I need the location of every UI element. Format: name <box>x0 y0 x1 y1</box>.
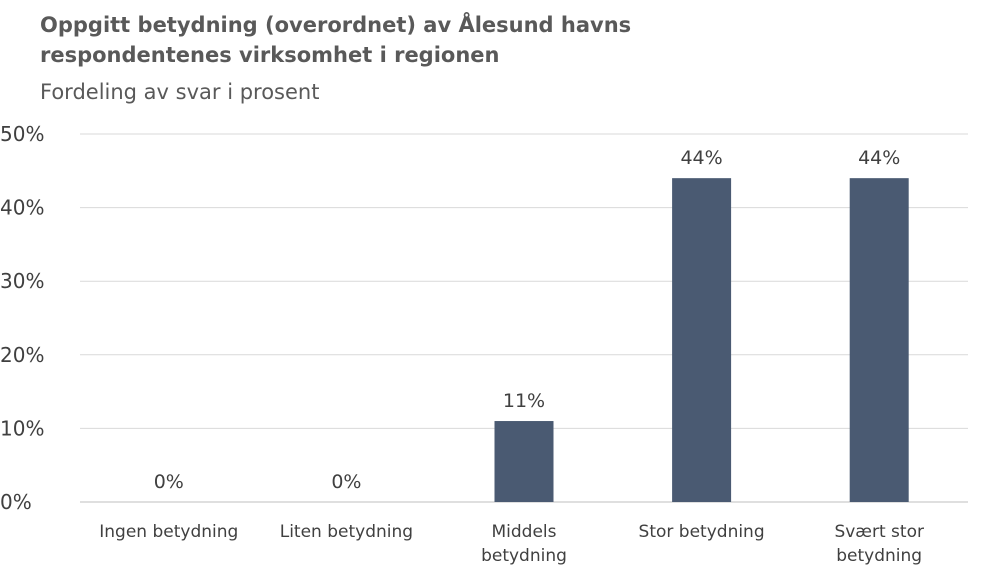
bars <box>494 178 909 502</box>
bar <box>672 178 732 502</box>
y-tick-label: 30% <box>0 269 44 293</box>
bar <box>849 178 909 502</box>
data-label: 11% <box>503 390 545 412</box>
x-tick-label: Middels <box>491 522 556 542</box>
x-tick-label: Stor betydning <box>639 522 765 542</box>
data-label: 44% <box>680 147 722 169</box>
data-label: 0% <box>331 471 361 493</box>
x-tick-label: betydning <box>836 546 922 566</box>
bar <box>494 421 554 502</box>
chart-subtitle: Fordeling av svar i prosent <box>40 80 320 104</box>
chart-title-line-1: Oppgitt betydning (overordnet) av Ålesun… <box>40 13 632 37</box>
data-labels: 0% 0% 11% 44% 44% <box>154 147 901 493</box>
y-axis: 0% 10% 20% 30% 40% 50% <box>0 122 44 514</box>
x-tick-label: betydning <box>481 546 567 566</box>
x-tick-label: Liten betydning <box>280 522 413 542</box>
y-tick-label: 20% <box>0 343 44 367</box>
data-label: 0% <box>154 471 184 493</box>
data-label: 44% <box>858 147 900 169</box>
x-tick-label: Ingen betydning <box>99 522 238 542</box>
y-tick-label: 40% <box>0 196 44 220</box>
chart-title-line-2: respondentenes virksomhet i regionen <box>40 43 500 67</box>
gridlines <box>80 133 968 503</box>
y-tick-label: 10% <box>0 416 44 440</box>
y-tick-label: 50% <box>0 122 44 146</box>
chart-title: Oppgitt betydning (overordnet) av Ålesun… <box>40 10 631 70</box>
y-tick-label: 0% <box>0 490 32 514</box>
x-tick-label: Svært stor <box>834 522 924 542</box>
x-axis: Ingen betydning Liten betydning Middels bet… <box>99 522 924 566</box>
